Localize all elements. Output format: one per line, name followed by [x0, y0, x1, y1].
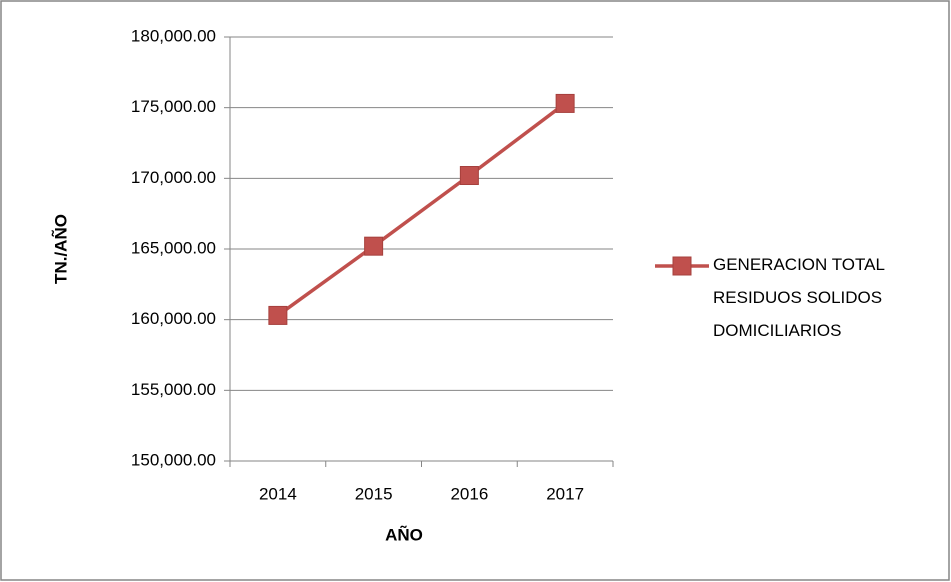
data-point — [459, 166, 479, 186]
y-tick-label: 150,000.00 — [131, 450, 216, 469]
data-point — [268, 305, 288, 325]
x-tick-label: 2014 — [259, 484, 297, 503]
y-axis-label: TN./AÑO — [50, 214, 70, 284]
y-tick-label: 160,000.00 — [131, 309, 216, 328]
legend-label: GENERACION TOTAL RESIDUOS SOLIDOS DOMICI… — [713, 255, 885, 340]
y-tick-label: 180,000.00 — [131, 26, 216, 45]
x-tick-label: 2015 — [355, 484, 393, 503]
y-tick-label: 165,000.00 — [131, 238, 216, 257]
y-tick-label: 155,000.00 — [131, 380, 216, 399]
x-axis-label: AÑO — [385, 524, 423, 544]
data-point — [555, 93, 575, 113]
legend-marker — [672, 256, 692, 276]
x-tick-label: 2016 — [450, 484, 488, 503]
y-tick-label: 175,000.00 — [131, 97, 216, 116]
data-point — [364, 236, 384, 256]
series-line — [276, 102, 567, 317]
y-tick-label: 170,000.00 — [131, 168, 216, 187]
x-tick-label: 2017 — [546, 484, 584, 503]
